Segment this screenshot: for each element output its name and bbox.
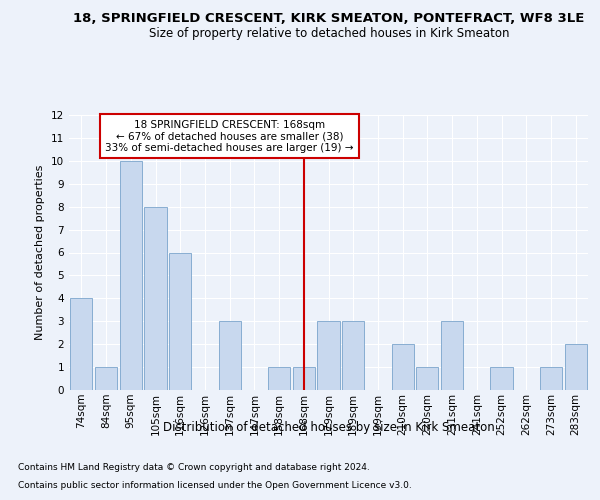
Bar [317,322,340,390]
Bar [169,252,191,390]
Bar [95,367,117,390]
Text: Contains HM Land Registry data © Crown copyright and database right 2024.: Contains HM Land Registry data © Crown c… [18,464,370,472]
Bar [119,161,142,390]
Bar [268,367,290,390]
Text: Size of property relative to detached houses in Kirk Smeaton: Size of property relative to detached ho… [149,28,509,40]
Text: 18, SPRINGFIELD CRESCENT, KIRK SMEATON, PONTEFRACT, WF8 3LE: 18, SPRINGFIELD CRESCENT, KIRK SMEATON, … [73,12,584,26]
Bar [490,367,512,390]
Bar [565,344,587,390]
Text: 18 SPRINGFIELD CRESCENT: 168sqm
← 67% of detached houses are smaller (38)
33% of: 18 SPRINGFIELD CRESCENT: 168sqm ← 67% of… [106,120,354,153]
Y-axis label: Number of detached properties: Number of detached properties [35,165,46,340]
Bar [416,367,439,390]
Bar [342,322,364,390]
Bar [145,206,167,390]
Bar [70,298,92,390]
Bar [392,344,414,390]
Bar [218,322,241,390]
Text: Contains public sector information licensed under the Open Government Licence v3: Contains public sector information licen… [18,481,412,490]
Bar [293,367,315,390]
Text: Distribution of detached houses by size in Kirk Smeaton: Distribution of detached houses by size … [163,421,494,434]
Bar [441,322,463,390]
Bar [540,367,562,390]
